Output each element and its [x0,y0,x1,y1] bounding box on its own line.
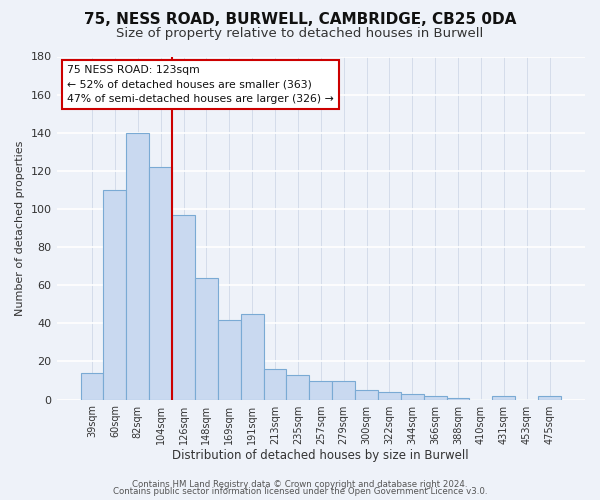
Bar [401,394,424,400]
Bar [241,314,263,400]
Text: Size of property relative to detached houses in Burwell: Size of property relative to detached ho… [116,28,484,40]
Text: Contains public sector information licensed under the Open Government Licence v3: Contains public sector information licen… [113,488,487,496]
Bar [80,373,103,400]
Bar [172,214,195,400]
Bar [446,398,469,400]
Bar [424,396,446,400]
Bar [127,132,149,400]
Bar [493,396,515,400]
Text: 75 NESS ROAD: 123sqm
← 52% of detached houses are smaller (363)
47% of semi-deta: 75 NESS ROAD: 123sqm ← 52% of detached h… [67,65,334,104]
Bar [378,392,401,400]
Bar [332,380,355,400]
Bar [218,320,241,400]
Text: 75, NESS ROAD, BURWELL, CAMBRIDGE, CB25 0DA: 75, NESS ROAD, BURWELL, CAMBRIDGE, CB25 … [84,12,516,28]
Text: Contains HM Land Registry data © Crown copyright and database right 2024.: Contains HM Land Registry data © Crown c… [132,480,468,489]
X-axis label: Distribution of detached houses by size in Burwell: Distribution of detached houses by size … [172,450,469,462]
Bar [149,167,172,400]
Bar [103,190,127,400]
Bar [263,369,286,400]
Bar [538,396,561,400]
Y-axis label: Number of detached properties: Number of detached properties [15,140,25,316]
Bar [286,375,310,400]
Bar [310,380,332,400]
Bar [195,278,218,400]
Bar [355,390,378,400]
